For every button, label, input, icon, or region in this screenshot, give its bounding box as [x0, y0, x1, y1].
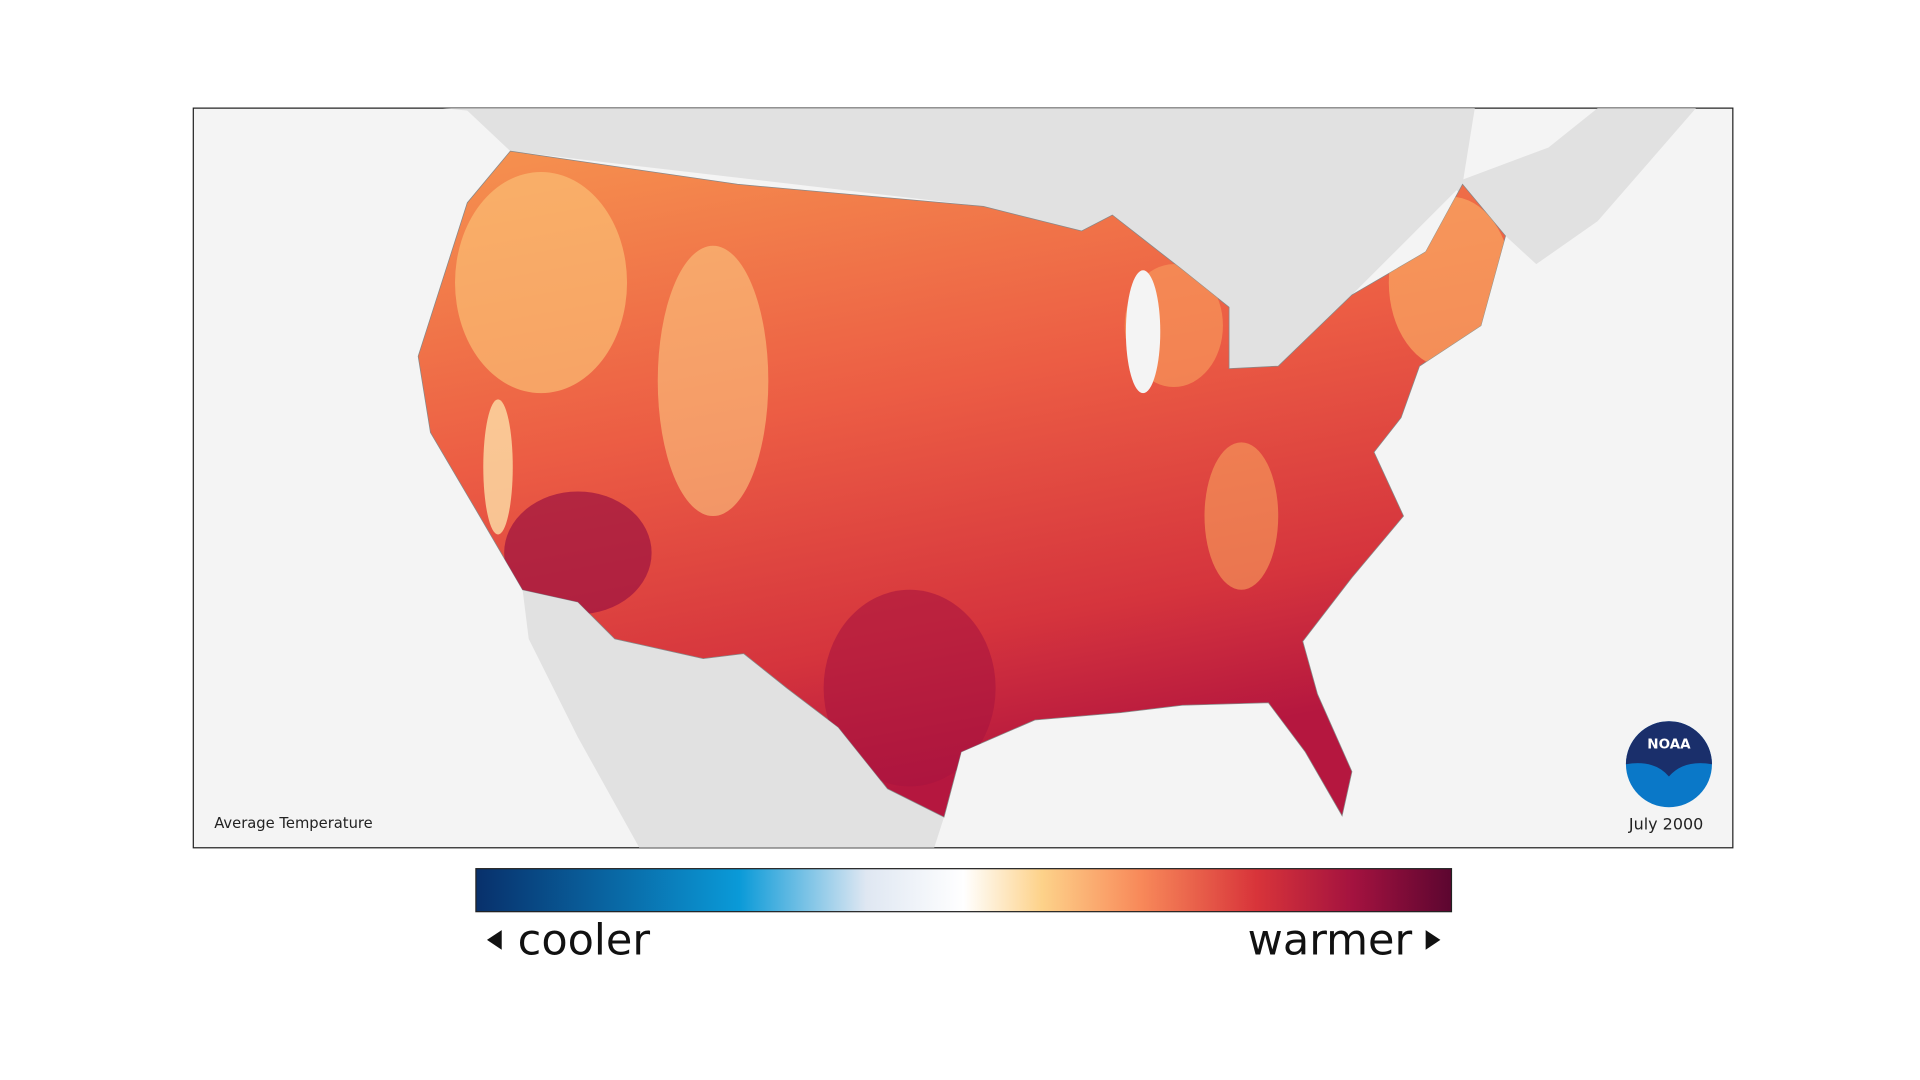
map-panel: Average Temperature July 2000 NOAA	[192, 107, 1734, 849]
logo-text: NOAA	[1647, 736, 1691, 752]
low-label: cooler	[518, 916, 651, 966]
color-scale	[475, 868, 1453, 913]
map-date: July 2000	[1628, 814, 1703, 833]
mexico	[522, 589, 945, 848]
color-legend: cooler warmer	[475, 868, 1453, 966]
right-arrow	[1425, 930, 1441, 950]
lake-michigan	[1125, 270, 1161, 394]
left-arrow	[486, 930, 502, 950]
noaa-logo: NOAA	[1625, 721, 1712, 808]
high-label: warmer	[1248, 916, 1413, 966]
map-title: Average Temperature	[214, 815, 373, 832]
canada-east	[1450, 108, 1696, 265]
